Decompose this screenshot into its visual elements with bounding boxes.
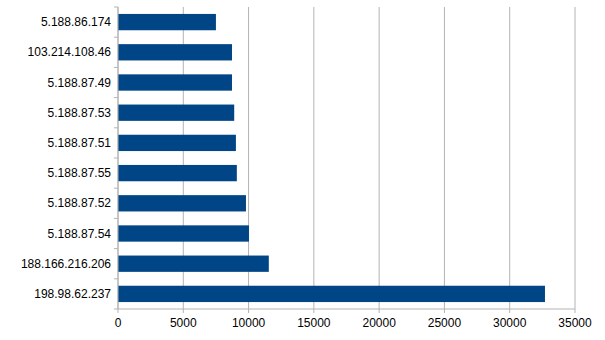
category-label: 5.188.87.55 (48, 166, 112, 180)
tick-label: 30000 (493, 316, 527, 330)
bar (118, 74, 232, 90)
category-tick (114, 188, 118, 189)
tick-mark (118, 309, 119, 313)
category-label: 5.188.87.54 (48, 227, 112, 241)
bar (118, 135, 236, 151)
grid-line (509, 7, 510, 309)
tick-mark (248, 309, 249, 313)
category-tick (114, 248, 118, 249)
tick-label: 5000 (170, 316, 197, 330)
tick-label: 10000 (232, 316, 266, 330)
category-tick (114, 67, 118, 68)
grid-line (444, 7, 445, 309)
bar (118, 14, 216, 30)
bar (118, 286, 545, 302)
category-tick (114, 7, 118, 8)
bar (118, 225, 249, 241)
grid-line (379, 7, 380, 309)
category-tick (114, 97, 118, 98)
category-tick (114, 158, 118, 159)
category-tick (114, 309, 118, 310)
tick-label: 35000 (558, 316, 592, 330)
category-label: 5.188.87.51 (48, 136, 112, 150)
page: {"chart_data": {"type": "bar", "orientat… (0, 0, 605, 340)
category-tick (114, 127, 118, 128)
category-label: 5.188.87.49 (48, 76, 112, 90)
category-label: 103.214.108.46 (28, 45, 112, 59)
x-axis-line (118, 309, 575, 310)
category-label: 5.188.86.174 (41, 15, 111, 29)
tick-label: 0 (115, 316, 122, 330)
category-tick (114, 218, 118, 219)
tick-mark (379, 309, 380, 313)
tick-label: 15000 (297, 316, 331, 330)
category-label: 188.166.216.206 (21, 257, 111, 271)
category-label: 198.98.62.237 (34, 287, 111, 301)
tick-mark (444, 309, 445, 313)
bar (118, 195, 246, 211)
category-tick (114, 278, 118, 279)
bar (118, 165, 237, 181)
bars (118, 14, 545, 302)
tick-mark (509, 309, 510, 313)
category-label: 5.188.87.53 (48, 106, 112, 120)
category-label: 5.188.87.52 (48, 196, 112, 210)
chart: 0 5000 10000 15000 20000 25000 30000 35000 198.9… (0, 0, 605, 340)
tick-label: 20000 (362, 316, 396, 330)
bar (118, 44, 232, 60)
grid-line (313, 7, 314, 309)
bar (118, 256, 269, 272)
tick-mark (183, 309, 184, 313)
tick-mark (575, 309, 576, 313)
bar (118, 105, 234, 121)
grid-line (575, 7, 576, 309)
category-tick (114, 37, 118, 38)
tick-label: 25000 (428, 316, 462, 330)
tick-mark (313, 309, 314, 313)
